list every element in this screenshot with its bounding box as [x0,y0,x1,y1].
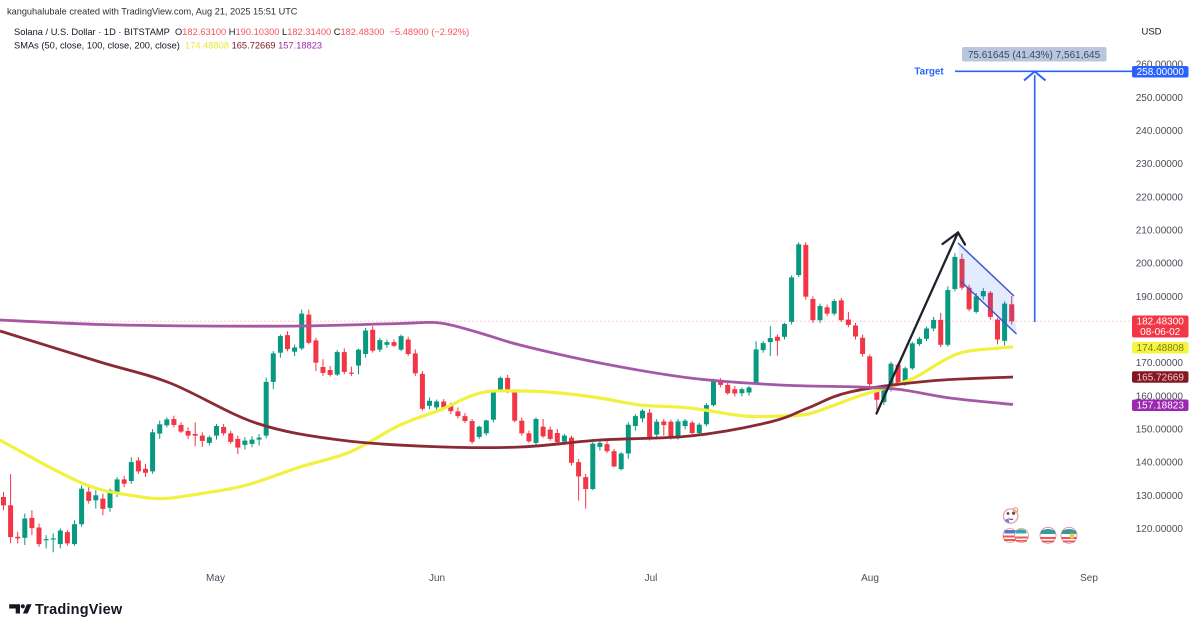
svg-text:220.00000: 220.00000 [1136,192,1184,203]
svg-text:Aug: Aug [861,573,879,584]
svg-text:160.00000: 160.00000 [1136,391,1184,402]
svg-text:182.48300: 182.48300 [1137,317,1185,328]
svg-text:130.00000: 130.00000 [1136,491,1184,502]
svg-text:150.00000: 150.00000 [1136,425,1184,436]
svg-text:SMAs (50, close, 100, close, 2: SMAs (50, close, 100, close, 200, close)… [14,40,322,50]
svg-text:Target: Target [914,67,944,78]
svg-text:157.18823: 157.18823 [1137,401,1185,412]
svg-text:Jul: Jul [645,573,658,584]
svg-text:08-06-02: 08-06-02 [1140,327,1180,338]
svg-text:174.48808: 174.48808 [1137,343,1185,354]
svg-text:kanguhalubale created with Tra: kanguhalubale created with TradingView.c… [7,7,298,17]
svg-text:200.00000: 200.00000 [1136,259,1184,270]
svg-text:260.00000: 260.00000 [1136,60,1184,71]
svg-text:USD: USD [1141,27,1161,38]
svg-text:Jun: Jun [429,573,445,584]
svg-text:140.00000: 140.00000 [1136,458,1184,469]
svg-text:75.61645 (41.43%) 7,561,645: 75.61645 (41.43%) 7,561,645 [968,50,1101,61]
svg-text:240.00000: 240.00000 [1136,126,1184,137]
svg-text:TradingView: TradingView [35,602,123,618]
svg-text:120.00000: 120.00000 [1136,524,1184,535]
svg-text:210.00000: 210.00000 [1136,226,1184,237]
svg-text:Sep: Sep [1080,573,1098,584]
svg-text:258.00000: 258.00000 [1137,67,1185,78]
svg-text:May: May [206,573,225,584]
svg-text:165.72669: 165.72669 [1137,372,1185,383]
svg-text:250.00000: 250.00000 [1136,93,1184,104]
svg-text:170.00000: 170.00000 [1136,358,1184,369]
svg-text:230.00000: 230.00000 [1136,159,1184,170]
svg-text:Solana / U.S. Dollar · 1D · BI: Solana / U.S. Dollar · 1D · BITSTAMP O18… [14,27,469,37]
svg-text:190.00000: 190.00000 [1136,292,1184,303]
